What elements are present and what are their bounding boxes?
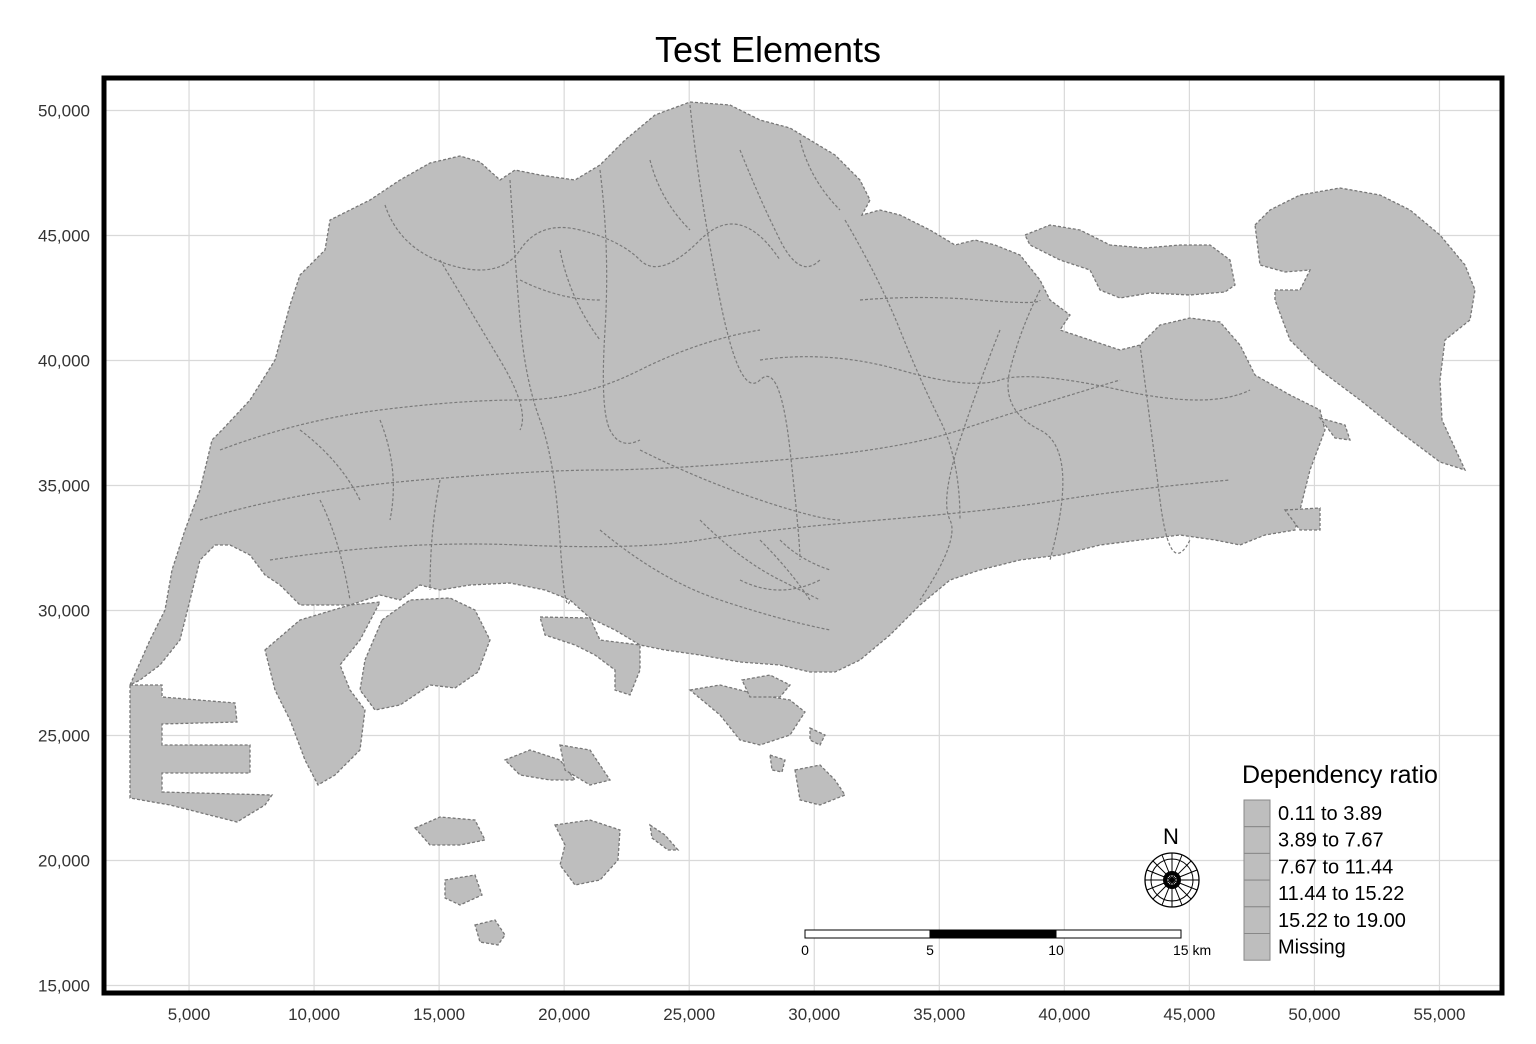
sentosa (688, 684, 806, 746)
legend-label: 0.11 to 3.89 (1278, 803, 1382, 825)
scale-label-5: 5 (926, 942, 934, 958)
north-arrow: N (1144, 824, 1200, 908)
y-tick-label: 50,000 (38, 102, 90, 121)
southern-island-2 (559, 744, 612, 786)
x-tick-label: 5,000 (168, 1005, 211, 1024)
y-tick-label: 30,000 (38, 602, 90, 621)
scale-segment-2 (929, 929, 1057, 939)
scale-label-15: 15 km (1173, 942, 1211, 958)
scale-segment-3 (1055, 929, 1182, 939)
y-tick-label: 45,000 (38, 227, 90, 246)
east-tip (1283, 507, 1321, 531)
legend-label: 15.22 to 19.00 (1278, 910, 1406, 932)
scale-bar: 0 5 10 15 km (801, 929, 1211, 958)
y-tick-label: 25,000 (38, 727, 90, 746)
land-layer (128, 101, 1476, 946)
southern-island-7 (474, 919, 506, 946)
tekong-islet (1318, 416, 1351, 441)
x-tick-label: 40,000 (1038, 1005, 1090, 1024)
x-tick-label: 30,000 (788, 1005, 840, 1024)
pulau-tekong (1254, 187, 1476, 472)
southern-island-5 (649, 823, 680, 851)
y-tick-label: 15,000 (38, 977, 90, 996)
map-title: Test Elements (655, 29, 881, 70)
legend-swatch (1243, 826, 1271, 854)
x-tick-label: 15,000 (413, 1005, 465, 1024)
southern-island-10 (809, 726, 826, 746)
compass-rose-icon (1144, 852, 1200, 908)
legend-swatch (1243, 879, 1271, 908)
x-axis-ticks: 5,000 10,000 15,000 20,000 25,000 30,000 35,00… (168, 1005, 1466, 1024)
scale-label-10: 10 (1048, 942, 1064, 958)
southern-island-9 (769, 754, 786, 773)
legend-swatch (1243, 799, 1271, 828)
scale-segment-1 (804, 929, 931, 939)
x-tick-label: 50,000 (1288, 1005, 1340, 1024)
x-tick-label: 45,000 (1163, 1005, 1215, 1024)
x-tick-label: 20,000 (538, 1005, 590, 1024)
x-tick-label: 55,000 (1413, 1005, 1465, 1024)
jurong-island-east (359, 597, 491, 711)
x-tick-label: 35,000 (913, 1005, 965, 1024)
jurong-island (264, 601, 382, 786)
southern-pier (539, 616, 641, 696)
small-island-a (741, 674, 792, 698)
y-axis-ticks: 50,000 45,000 40,000 35,000 30,000 25,000 20,0… (38, 102, 90, 996)
x-tick-label: 10,000 (288, 1005, 340, 1024)
pulau-ubin (1024, 224, 1236, 299)
tuas-peninsula (129, 684, 274, 823)
legend-swatch (1243, 852, 1271, 881)
southern-island-4 (554, 819, 621, 886)
scale-label-0: 0 (801, 942, 809, 958)
y-tick-label: 20,000 (38, 852, 90, 871)
main-island (128, 101, 1326, 687)
southern-island-8 (794, 764, 846, 806)
legend-title: Dependency ratio (1242, 761, 1438, 789)
map-frame (101, 75, 1505, 996)
legend-label: 7.67 to 11.44 (1278, 856, 1393, 878)
subzone-boundaries (199, 104, 1251, 631)
legend-swatch (1243, 933, 1271, 961)
legend-label: Missing (1278, 937, 1346, 959)
y-tick-label: 35,000 (38, 477, 90, 496)
legend-label: 3.89 to 7.67 (1278, 830, 1384, 852)
legend-swatch (1243, 906, 1271, 934)
x-tick-label: 25,000 (663, 1005, 715, 1024)
legend: Dependency ratio 0.11 to 3.89 3.89 to 7.6… (1242, 761, 1438, 961)
southern-island-3 (413, 816, 486, 846)
north-label: N (1163, 824, 1179, 849)
legend-label: 11.44 to 15.22 (1278, 883, 1404, 905)
y-tick-label: 40,000 (38, 352, 90, 371)
southern-island-6 (444, 874, 483, 906)
southern-island-1 (503, 749, 577, 781)
